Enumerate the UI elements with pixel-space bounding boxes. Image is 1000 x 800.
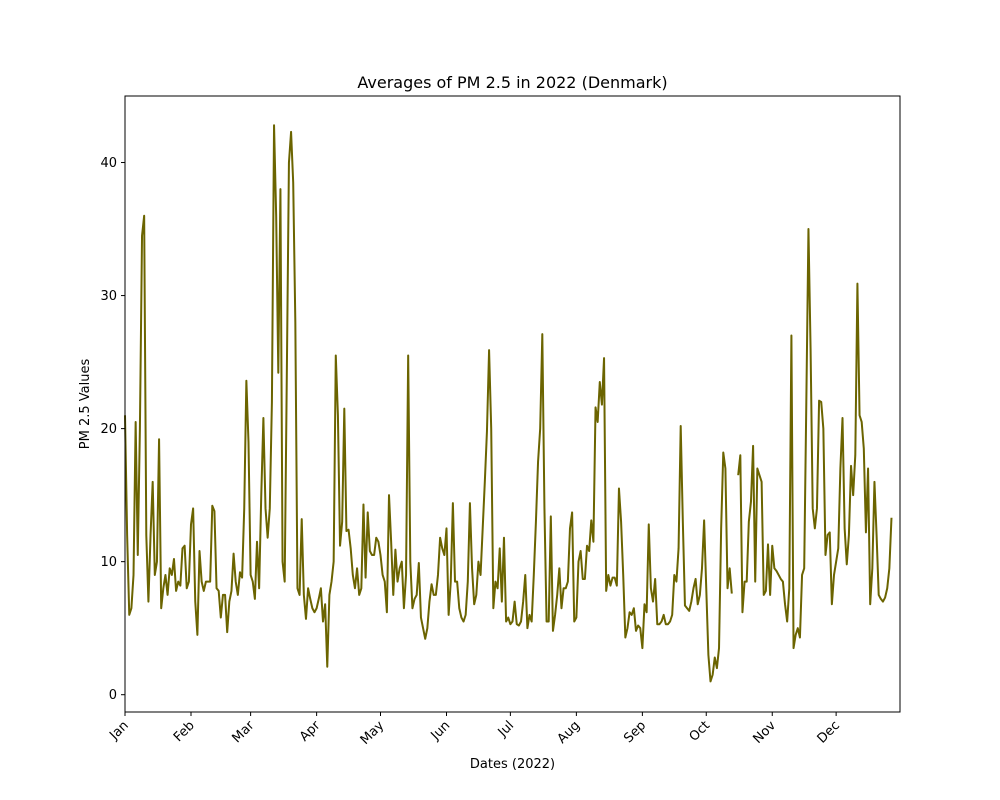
y-tick-label: 40 [100, 156, 117, 171]
series-line [124, 124, 893, 683]
axes-frame [124, 95, 901, 713]
y-tick-label: 20 [100, 422, 117, 437]
y-axis: 0 10 20 30 40 [100, 156, 125, 703]
y-tick-label: 30 [100, 289, 117, 304]
chart-title: Averages of PM 2.5 in 2022 (Denmark) [357, 73, 667, 92]
y-tick-label: 0 [109, 688, 117, 703]
y-tick-label: 10 [100, 555, 117, 570]
y-axis-label: PM 2.5 Values [78, 359, 93, 450]
x-axis-label: Dates (2022) [470, 757, 555, 772]
plot-area [124, 95, 901, 713]
